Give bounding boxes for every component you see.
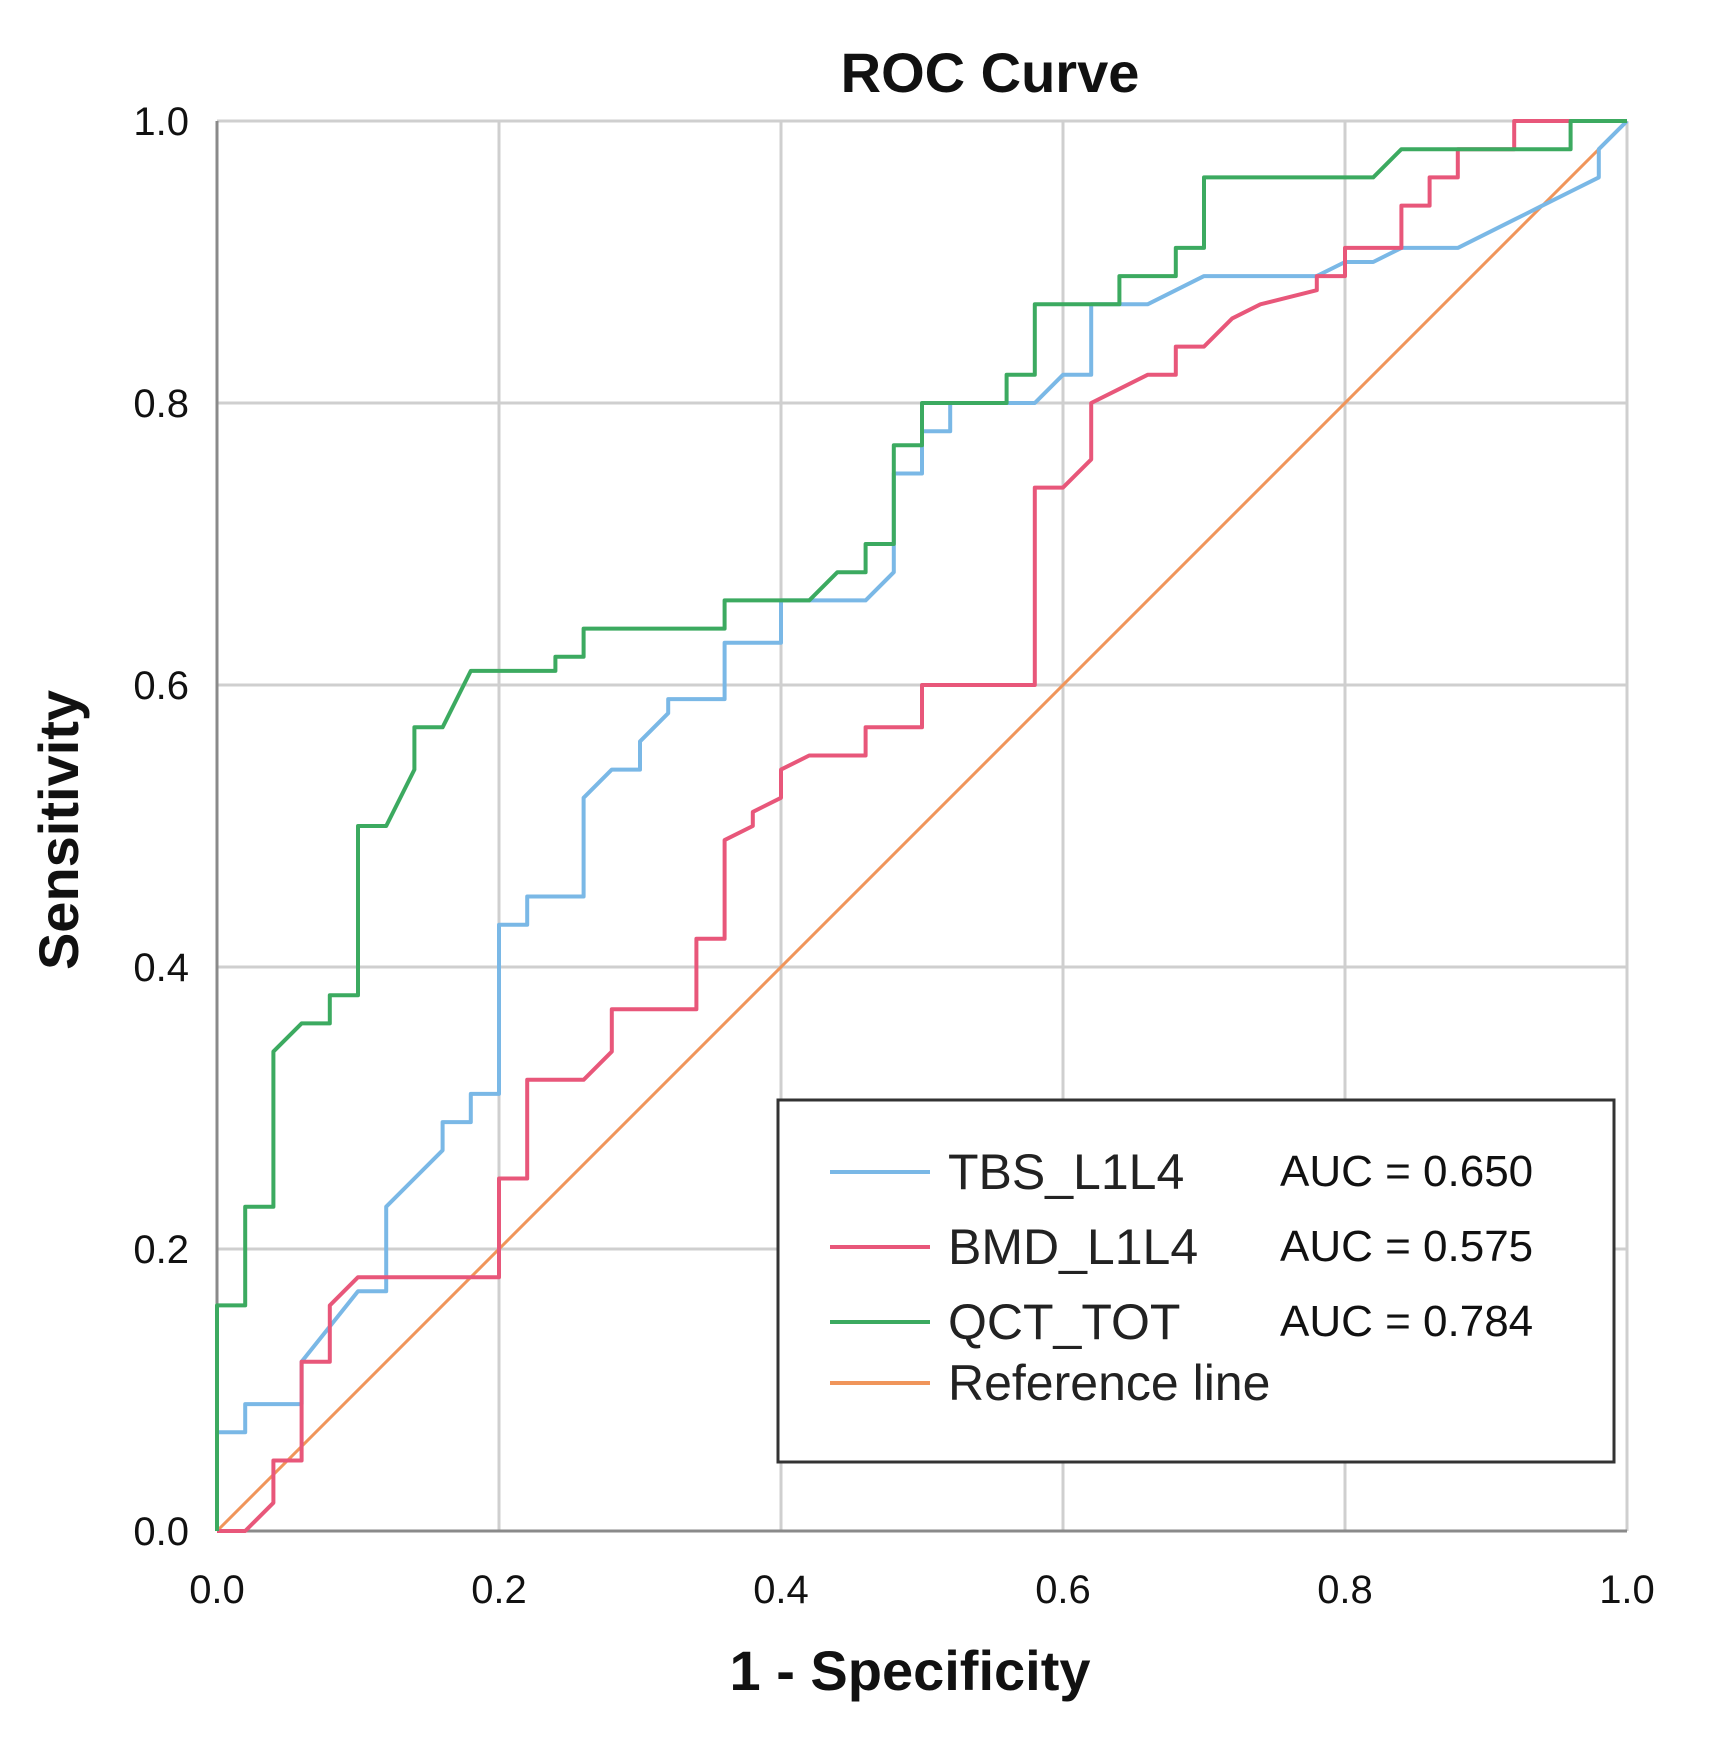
y-tick-label: 0.8 bbox=[133, 382, 189, 426]
series-layer bbox=[215, 119, 1629, 1533]
series-line-tbs-l1l4 bbox=[215, 119, 1629, 1531]
legend-entries: TBS_L1L4 AUC = 0.650 BMD_L1L4 AUC = 0.575 QC… bbox=[830, 1144, 1533, 1411]
legend-auc-qct-tot: AUC = 0.784 bbox=[1280, 1297, 1533, 1346]
y-tick-label: 0.6 bbox=[133, 664, 189, 708]
x-tick-label: 0.6 bbox=[1035, 1568, 1091, 1612]
y-tick-label: 1.0 bbox=[133, 100, 189, 144]
legend-label-tbs-l1l4: TBS_L1L4 bbox=[948, 1144, 1184, 1200]
legend: TBS_L1L4 AUC = 0.650 BMD_L1L4 AUC = 0.575 QC… bbox=[776, 1098, 1616, 1464]
y-tick-label: 0.4 bbox=[133, 946, 189, 990]
x-axis-label: 1 - Specificity bbox=[729, 1639, 1090, 1702]
chart-title: ROC Curve bbox=[841, 41, 1140, 104]
legend-box bbox=[776, 1098, 1616, 1464]
legend-auc-tbs-l1l4: AUC = 0.650 bbox=[1280, 1147, 1533, 1196]
legend-label-reference-line: Reference line bbox=[948, 1355, 1270, 1411]
legend-label-qct-tot: QCT_TOT bbox=[948, 1294, 1180, 1350]
y-tick-label: 0.2 bbox=[133, 1228, 189, 1272]
x-tick-label: 0.2 bbox=[471, 1568, 527, 1612]
series-line-qct-tot bbox=[215, 119, 1627, 1531]
axis-layer bbox=[215, 121, 1627, 1533]
x-tick-label: 0.0 bbox=[189, 1568, 245, 1612]
series-line-reference-line bbox=[215, 119, 1629, 1533]
x-tick-label: 1.0 bbox=[1599, 1568, 1655, 1612]
y-axis-label: Sensitivity bbox=[27, 690, 90, 970]
series-line-bmd-l1l4 bbox=[217, 119, 1627, 1533]
legend-label-bmd-l1l4: BMD_L1L4 bbox=[948, 1219, 1198, 1275]
x-tick-label: 0.4 bbox=[753, 1568, 809, 1612]
y-tick-label: 0.0 bbox=[133, 1510, 189, 1554]
tick-layer: 0.0 0.2 0.4 0.6 0.8 1.0 0.0 0.2 0.4 0.6 0.8 1.0 bbox=[133, 100, 1654, 1612]
x-tick-label: 0.8 bbox=[1317, 1568, 1373, 1612]
legend-auc-bmd-l1l4: AUC = 0.575 bbox=[1280, 1222, 1533, 1271]
